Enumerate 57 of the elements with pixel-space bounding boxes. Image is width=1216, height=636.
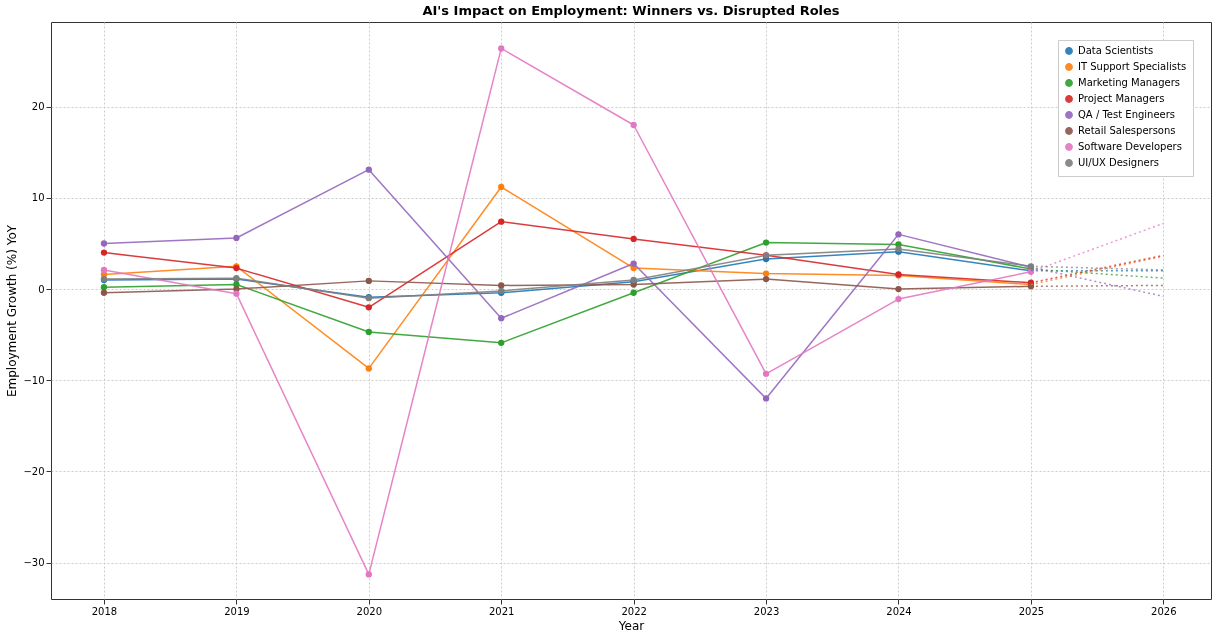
x-tick-label: 2023 [753,605,780,617]
point [498,339,505,347]
y-tick-label: 10 [31,192,45,204]
x-tick-label: 2021 [489,605,515,617]
point [100,266,108,274]
point [365,571,372,578]
y-tick-label: −30 [23,557,45,569]
point [233,234,240,242]
point [762,270,770,277]
point [630,121,637,129]
point [233,290,240,297]
point [498,282,505,289]
legend-label: Data Scientists [1078,45,1154,56]
point [365,328,372,336]
point [365,166,372,173]
point [630,235,637,243]
legend-label: Marketing Managers [1078,77,1181,88]
point [762,239,770,246]
point [762,275,770,283]
x-tick-label: 2018 [91,605,118,617]
y-tick-label: 0 [38,283,45,295]
point [100,284,108,291]
point [365,365,372,372]
x-tick-label: 2019 [224,605,250,617]
x-tick-label: 2020 [356,605,383,617]
point [498,315,505,322]
y-axis-title: Employment Growth (%) YoY [5,224,20,398]
point [100,289,108,296]
y-tick-label: −20 [23,465,45,477]
point [498,218,505,225]
x-tick-label: 2025 [1018,605,1045,617]
point [630,289,637,296]
chart-title: AI's Impact on Employment: Winners vs. Disrupted Roles [422,3,840,18]
legend-label: Retail Salespersons [1078,125,1176,136]
legend-label: QA / Test Engineers [1078,109,1176,120]
point [762,370,770,378]
legend-label: Software Developers [1078,141,1182,152]
point [365,277,372,285]
x-tick-label: 2024 [886,605,912,617]
point [895,295,902,303]
x-tick-label: 2026 [1151,605,1177,617]
point [365,304,372,311]
point [895,231,902,238]
legend-label: UI/UX Designers [1078,157,1159,168]
y-tick-label: 20 [31,101,45,113]
legend-label: Project Managers [1078,93,1165,104]
x-tick-label: 2022 [621,605,647,617]
point [895,285,902,293]
legend-label: IT Support Specialists [1078,61,1187,72]
point [100,249,108,256]
x-axis-title: Year [617,618,645,633]
point [498,183,505,191]
point [498,45,505,52]
point [100,240,108,247]
point [630,260,637,267]
y-tick-label: −10 [23,374,45,386]
point [762,395,770,402]
